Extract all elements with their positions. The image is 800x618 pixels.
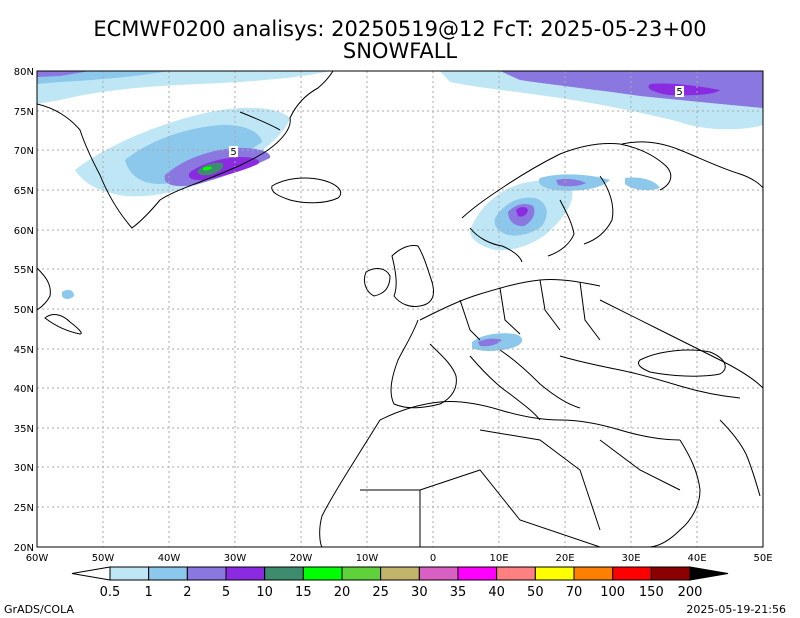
colorbar-tick-label: 2 [183, 585, 191, 600]
colorbar-swatch [148, 566, 188, 581]
colorbar-tick-label: 15 [295, 585, 312, 600]
map-subtitle: SNOWFALL [342, 39, 458, 63]
colorbar-tick-label: 35 [450, 585, 467, 600]
colorbar-tick-label: 30 [411, 585, 428, 600]
colorbar-tick-label: 0.5 [100, 585, 121, 600]
lat-label: 30N [14, 463, 34, 474]
coastlines [37, 71, 763, 547]
lon-label: 50E [753, 553, 772, 564]
contour-label-greenland: 5 [229, 146, 238, 158]
lat-label: 20N [14, 543, 34, 554]
lat-label: 45N [14, 345, 34, 356]
colorbar-swatch [302, 566, 343, 581]
colorbar-swatch [573, 566, 614, 581]
colorbar-swatch [109, 566, 150, 581]
colorbar-swatch [380, 566, 420, 581]
lon-label: 50W [92, 553, 115, 564]
lat-label: 65N [14, 186, 34, 197]
lat-label: 80N [14, 67, 34, 78]
colorbar-swatch [418, 566, 459, 581]
contour-label-arctic: 5 [675, 86, 684, 98]
lon-label: 40E [687, 553, 706, 564]
contour-label-greenland-text: 5 [230, 147, 236, 158]
contour-label-arctic-text: 5 [676, 87, 682, 98]
colorbar-swatch [264, 566, 304, 581]
lon-label: 20E [555, 553, 574, 564]
graticule [37, 71, 763, 547]
colorbar-tick-label: 5 [222, 585, 230, 600]
lon-label: 20W [290, 553, 313, 564]
colorbar-swatch [534, 566, 575, 581]
colorbar: 0.5 1 2 5 10 15 20 25 30 35 40 50 70 100 150 200 [71, 566, 729, 600]
colorbar-tick-label: 70 [566, 585, 583, 600]
colorbar-tick-label: 200 [678, 585, 703, 600]
map-frame [36, 70, 764, 548]
lon-label: 10W [356, 553, 379, 564]
colorbar-swatch [612, 566, 652, 581]
latitude-axis: 80N 75N 70N 65N 60N 55N 50N 45N 40N 35N … [14, 67, 34, 554]
lon-label: 60W [26, 553, 49, 564]
colorbar-under-arrow [71, 566, 111, 581]
lat-label: 75N [14, 107, 34, 118]
colorbar-tick-label: 50 [527, 585, 544, 600]
snowfall-shading [37, 71, 763, 351]
lon-label: 30W [224, 553, 247, 564]
lat-label: 25N [14, 503, 34, 514]
colorbar-swatch [457, 566, 498, 581]
lon-label: 40W [158, 553, 181, 564]
longitude-axis: 60W 50W 40W 30W 20W 10W 0 10E 20E 30E 40… [26, 553, 773, 564]
footer-credit: GrADS/COLA [4, 603, 74, 616]
lat-label: 55N [14, 265, 34, 276]
colorbar-swatch [341, 566, 382, 581]
lon-label: 0 [430, 553, 436, 564]
lat-label: 60N [14, 226, 34, 237]
colorbar-tick-label: 20 [334, 585, 351, 600]
lat-label: 40N [14, 384, 34, 395]
colorbar-tick-label: 25 [372, 585, 389, 600]
colorbar-tick-label: 40 [488, 585, 505, 600]
colorbar-over-arrow [689, 566, 729, 581]
lat-label: 35N [14, 424, 34, 435]
colorbar-swatch [650, 566, 691, 581]
colorbar-tick-label: 10 [256, 585, 273, 600]
lon-label: 10E [489, 553, 508, 564]
lat-label: 50N [14, 305, 34, 316]
colorbar-tick-label: 1 [145, 585, 153, 600]
colorbar-swatch [186, 566, 227, 581]
footer-timestamp: 2025-05-19-21:56 [686, 603, 786, 616]
colorbar-tick-label: 150 [639, 585, 664, 600]
colorbar-swatch [496, 566, 536, 581]
lat-label: 70N [14, 146, 34, 157]
map-title: ECMWF0200 analisys: 20250519@12 FcT: 202… [93, 17, 707, 41]
colorbar-tick-label: 100 [600, 585, 625, 600]
colorbar-swatch [225, 566, 266, 581]
lon-label: 30E [621, 553, 640, 564]
